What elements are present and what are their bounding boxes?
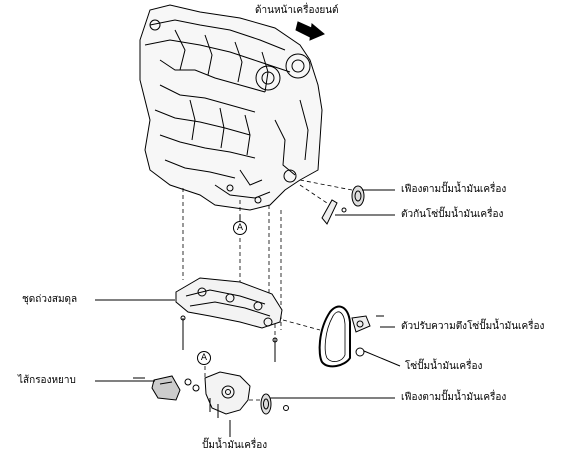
oil-pump-chain-label: โซ่ปั๊มน้ำมันเครื่อง: [405, 361, 483, 372]
balancer-assembly: [175, 277, 283, 362]
oil-pump-chain: [318, 305, 351, 368]
callout-a-bottom: A: [197, 351, 211, 365]
oil-pump-chain-tensioner-label: ตัวปรับความตึงโซ่ปั๊มน้ำมันเครื่อง: [401, 321, 545, 332]
oil-pump-body: [204, 371, 251, 418]
oil-pump-sprocket-bottom-label: เฟืองตามปั๊มน้ำมันเครื่อง: [401, 392, 507, 403]
oil-pump-sprocket-top: [351, 185, 365, 207]
engine-block: [139, 4, 323, 211]
oil-pump-chain-damper-label: ตัวกันโซ่ปั๊มน้ำมันเครื่อง: [401, 209, 504, 220]
oil-pump-chain-damper: [321, 199, 347, 225]
callout-a-top: A: [233, 221, 247, 235]
oil-pump-label: ปั๊มน้ำมันเครื่อง: [202, 440, 268, 451]
oil-strainer-label: ไส้กรองหยาบ: [18, 375, 76, 386]
oil-pump-sprocket-top-label: เฟืองตามปั๊มน้ำมันเครื่อง: [401, 184, 507, 195]
oil-pump-chain-tensioner: [351, 315, 384, 357]
balancer-assembly-label: ชุดถ่วงสมดุล: [22, 294, 78, 305]
oil-strainer: [133, 375, 200, 401]
oil-pump-sprocket-bottom: [260, 393, 289, 415]
engine-front-label: ด้านหน้าเครื่องยนต์: [255, 5, 339, 16]
